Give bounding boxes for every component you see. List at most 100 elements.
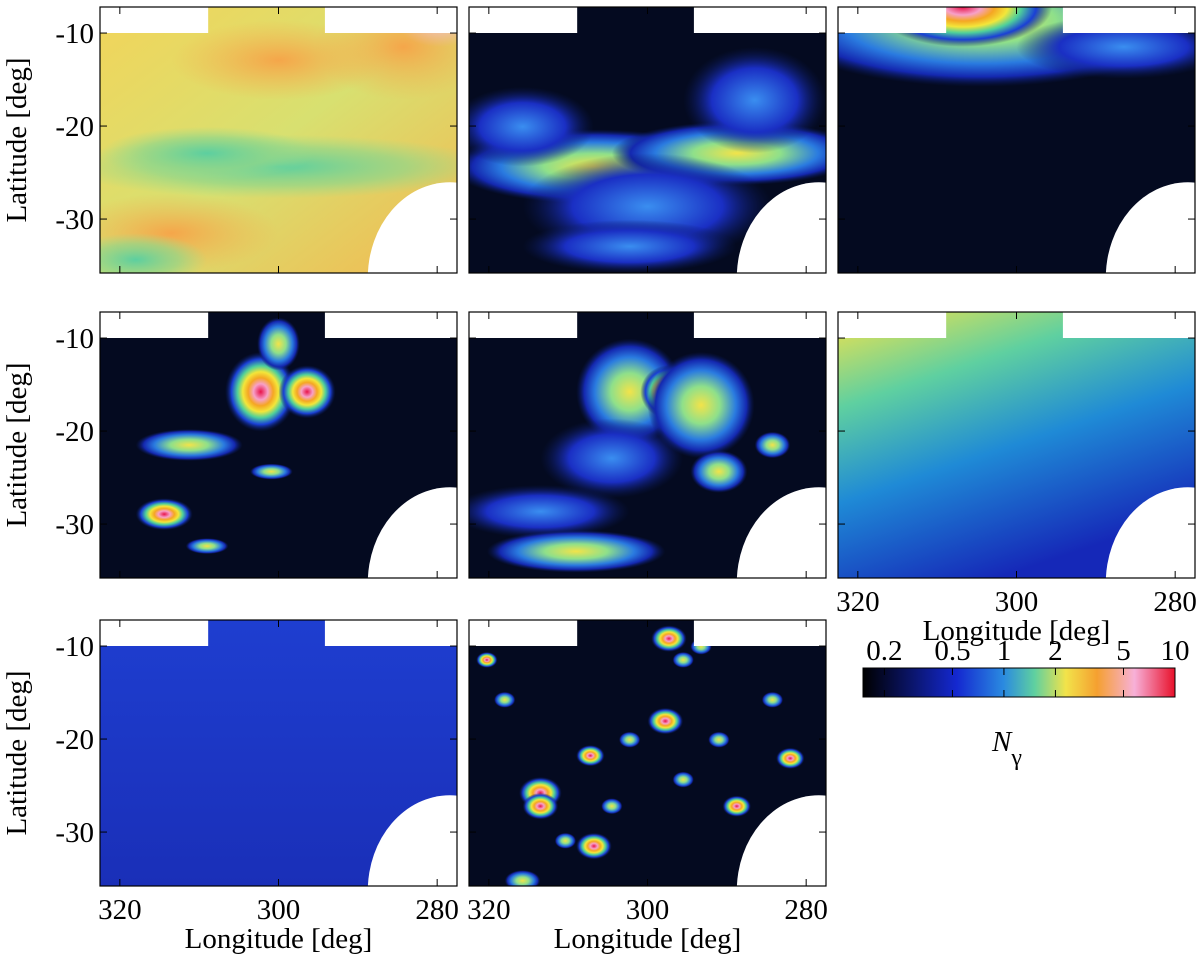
y-axis-label: Latitude [deg]: [1, 57, 33, 222]
y-tick-label: -30: [55, 204, 94, 236]
emission-blob: [185, 538, 229, 555]
mask: [693, 620, 826, 646]
y-tick-label: -10: [55, 631, 94, 663]
x-axis-label: Longitude [deg]: [185, 923, 373, 955]
x-tick-label: 300: [626, 894, 670, 926]
y-tick-label: -30: [55, 817, 94, 849]
emission-blob: [554, 832, 577, 849]
colorbar-label: Nγ: [991, 726, 1022, 771]
emission-blob: [135, 498, 193, 531]
emission-blob: [504, 870, 541, 886]
colorbar: [862, 667, 1176, 698]
x-tick-label: 280: [784, 894, 828, 926]
emission-blob: [469, 484, 630, 539]
mask: [100, 620, 209, 646]
mask: [736, 487, 826, 578]
colorbar-tick-label: 0.5: [934, 635, 970, 667]
mask: [736, 182, 826, 273]
mask: [1105, 182, 1195, 273]
x-tick-label: 280: [415, 894, 459, 926]
mask: [100, 312, 209, 338]
emission-blob: [249, 463, 293, 480]
emission-blob: [647, 707, 684, 735]
x-tick-label: 320: [836, 586, 880, 618]
emission-blob: [618, 731, 641, 748]
emission-blob: [776, 747, 805, 769]
emission-blob: [476, 651, 498, 668]
y-tick-label: -10: [55, 18, 94, 50]
y-axis-label: Latitude [deg]: [1, 362, 33, 527]
mask: [838, 7, 947, 33]
mask: [736, 795, 826, 886]
mask: [693, 312, 826, 338]
colorbar-tick-label: 0.2: [866, 635, 902, 667]
map-panel: [838, 312, 1195, 578]
x-axis-label: Longitude [deg]: [923, 615, 1111, 647]
emission-blob: [690, 450, 748, 493]
mask: [693, 7, 826, 33]
emission-blob: [278, 365, 336, 419]
emission-blob: [224, 351, 297, 432]
emission-blob: [522, 219, 737, 273]
emission-blob: [651, 625, 687, 652]
map-panel: [100, 620, 457, 886]
mask: [367, 487, 457, 578]
emission-blob: [469, 86, 594, 167]
colorbar-tick-label: 1: [997, 635, 1012, 667]
map-panel: [100, 7, 457, 273]
emission-blob: [576, 745, 605, 767]
map-panel: [838, 7, 1195, 273]
mask: [367, 795, 457, 886]
map-panel: [469, 312, 826, 578]
emission-blob: [708, 731, 730, 748]
emission-blob: [493, 691, 516, 708]
emission-blob: [761, 691, 784, 708]
emission-blob: [135, 429, 243, 461]
mask: [324, 7, 457, 33]
x-tick-label: 320: [98, 894, 142, 926]
mask: [1062, 312, 1195, 338]
y-tick-label: -20: [55, 416, 94, 448]
map-panel: [469, 7, 826, 273]
emission-blob: [601, 798, 623, 815]
emission-blob: [100, 233, 208, 273]
y-tick-label: -20: [55, 111, 94, 143]
mask: [367, 182, 457, 273]
mask: [838, 312, 947, 338]
x-tick-label: 320: [467, 894, 511, 926]
emission-blob: [672, 771, 694, 788]
emission-blob: [647, 351, 755, 459]
emission-blob: [257, 317, 300, 371]
colorbar-label-main: N: [991, 726, 1013, 758]
emission-blob: [522, 792, 559, 820]
mask: [324, 620, 457, 646]
mask: [324, 312, 457, 338]
emission-blob: [486, 530, 666, 573]
map-panel: [469, 620, 826, 886]
y-tick-label: -20: [55, 724, 94, 756]
colorbar-label-subscript: γ: [1010, 745, 1022, 771]
emission-blob: [171, 20, 386, 101]
mask: [469, 7, 578, 33]
emission-blob: [754, 431, 791, 459]
x-tick-label: 280: [1153, 586, 1197, 618]
emission-blob: [672, 651, 694, 668]
mask: [469, 312, 578, 338]
x-tick-label: 300: [257, 894, 301, 926]
mask: [1062, 7, 1195, 33]
mask: [1105, 487, 1195, 578]
x-tick-label: 300: [995, 586, 1039, 618]
emission-blob: [100, 126, 315, 180]
y-axis-label: Latitude [deg]: [1, 670, 33, 835]
mask: [469, 620, 578, 646]
colorbar-tick-label: 10: [1161, 635, 1190, 667]
emission-blob: [576, 832, 612, 860]
colorbar-tick-label: 2: [1048, 635, 1063, 667]
x-axis-label: Longitude [deg]: [554, 923, 742, 955]
mask: [100, 7, 209, 33]
map-panel: [100, 312, 457, 578]
y-tick-label: -30: [55, 509, 94, 541]
emission-blob: [540, 418, 684, 499]
y-tick-label: -10: [55, 323, 94, 355]
